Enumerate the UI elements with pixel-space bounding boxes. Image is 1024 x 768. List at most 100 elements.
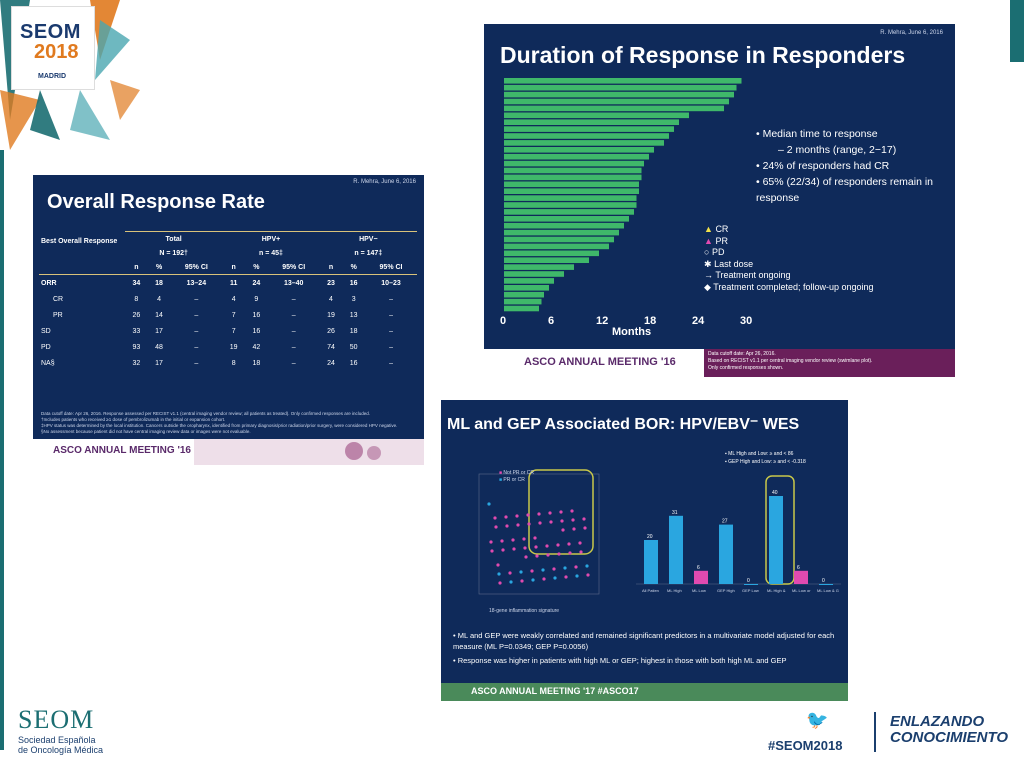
scatter-point bbox=[493, 516, 497, 520]
table-cell: CR bbox=[53, 295, 64, 303]
scatter-point bbox=[541, 568, 545, 572]
scatter-point bbox=[526, 513, 530, 517]
legend-label: Treatment ongoing bbox=[715, 270, 791, 280]
scatter-point bbox=[586, 573, 590, 577]
cutoff-line: Based on RECIST v1.1 per central imaging… bbox=[708, 358, 873, 364]
meeting-label: ASCO ANNUAL MEETING '17 #ASCO17 bbox=[471, 686, 639, 696]
table-cell: – bbox=[194, 311, 199, 319]
table-cell: – bbox=[291, 295, 296, 303]
table-cell: 4 bbox=[157, 295, 161, 303]
left-accent-bar bbox=[0, 150, 4, 750]
legend-treatment-ongoing: → Treatment ongoing bbox=[704, 270, 791, 280]
response-bar bbox=[504, 181, 639, 188]
scatter-point bbox=[509, 580, 513, 584]
scatter-point bbox=[500, 539, 504, 543]
scatter-point bbox=[582, 517, 586, 521]
table-cell: 3 bbox=[351, 295, 356, 303]
scatter-point bbox=[570, 509, 574, 513]
scatter-point bbox=[497, 572, 501, 576]
legend-label: Not PR or CR bbox=[503, 470, 534, 476]
response-bar bbox=[504, 298, 542, 305]
response-bar bbox=[504, 195, 637, 201]
table-cell: 14 bbox=[155, 311, 163, 319]
table-cell: – bbox=[291, 327, 296, 335]
col-pct: % bbox=[155, 263, 163, 271]
bullet-subitem: – 2 months (range, 2−17) bbox=[778, 144, 897, 156]
scatter-point bbox=[498, 581, 502, 585]
table-cell: 17 bbox=[155, 359, 163, 367]
logo-city: MADRID bbox=[38, 73, 66, 80]
table-cell: 9 bbox=[254, 295, 259, 303]
response-bar bbox=[769, 496, 783, 584]
meeting-label: ASCO ANNUAL MEETING '16 bbox=[524, 356, 676, 368]
footer-cutoff-box: Data cutoff date: Apr 26, 2016. Based on… bbox=[704, 349, 955, 377]
scatter-point bbox=[531, 578, 535, 582]
table-cell: – bbox=[194, 359, 199, 367]
legend-treatment-completed: ◆ Treatment completed; follow-up ongoing bbox=[704, 281, 874, 292]
col-n: n bbox=[231, 263, 236, 271]
scatter-point bbox=[522, 537, 526, 541]
response-bar bbox=[504, 147, 654, 153]
bar-category-label: ML High bbox=[667, 588, 682, 593]
scatter-point bbox=[504, 515, 508, 519]
table-cell: 18 bbox=[349, 327, 358, 335]
slide-footnotes: Data cutoff date: Apr 26, 2016. Response… bbox=[41, 411, 416, 435]
table-cell: 16 bbox=[349, 359, 358, 367]
response-bar bbox=[504, 202, 637, 208]
bullet-list: • ML and GEP were weakly correlated and … bbox=[453, 630, 841, 666]
table-cell: – bbox=[389, 311, 393, 319]
table-cell: 8 bbox=[231, 359, 236, 367]
scatter-point bbox=[534, 545, 538, 549]
table-cell: 50 bbox=[349, 343, 358, 351]
col-header-total: Total bbox=[125, 231, 223, 246]
col-header-hpv-pos-n: n = 45‡ bbox=[259, 249, 283, 257]
tagline-line1: ENLAZANDO bbox=[890, 713, 985, 730]
scatter-point bbox=[563, 566, 567, 570]
response-bar bbox=[504, 216, 629, 222]
table-cell: – bbox=[291, 359, 296, 367]
bar-value-label: 20 bbox=[647, 534, 653, 540]
table-row: PD 93 48 – 19 42 – 74 50 – bbox=[39, 339, 417, 355]
table-cell: – bbox=[291, 343, 296, 351]
table-cell: 11 bbox=[222, 274, 246, 291]
scatter-point bbox=[487, 502, 491, 506]
bar-category-label: ML Low bbox=[692, 588, 706, 593]
table-cell: 74 bbox=[327, 343, 335, 351]
slide-title: ML and GEP Associated BOR: HPV/EBV⁻ WES bbox=[447, 416, 800, 433]
table-cell: – bbox=[389, 295, 393, 303]
slide-author: R. Mehra, June 6, 2016 bbox=[353, 179, 416, 185]
response-bar bbox=[504, 119, 679, 125]
scatter-point bbox=[494, 525, 498, 529]
scatter-point bbox=[520, 579, 524, 583]
response-bar bbox=[504, 133, 669, 139]
table-cell: PR bbox=[53, 311, 63, 319]
scatter-point bbox=[568, 551, 572, 555]
bar-category-label: GEP Low bbox=[742, 588, 759, 593]
scatter-point bbox=[574, 565, 578, 569]
response-bar bbox=[504, 278, 554, 284]
table-cell: 4 bbox=[329, 295, 333, 303]
x-tick-label: 24 bbox=[692, 315, 705, 327]
scatter-point bbox=[557, 552, 561, 556]
slide-title: Overall Response Rate bbox=[47, 191, 265, 213]
scatter-point bbox=[545, 544, 549, 548]
legend-label: CR bbox=[715, 224, 729, 234]
table-cell: – bbox=[389, 343, 393, 351]
swimlane-chart: 0 6 12 18 24 30 bbox=[500, 78, 752, 327]
scatter-point bbox=[542, 577, 546, 581]
response-bar bbox=[819, 584, 833, 585]
society-name-line2: de Oncología Médica bbox=[18, 745, 104, 755]
scatter-x-label: 18-gene inflammation signature bbox=[489, 608, 559, 614]
scatter-point bbox=[537, 512, 541, 516]
bar-category-label: ML Low & G bbox=[817, 588, 839, 593]
table-cell: 48 bbox=[155, 343, 163, 351]
scatter-point bbox=[578, 541, 582, 545]
response-bar bbox=[644, 540, 658, 584]
legend-label: PD bbox=[711, 247, 725, 257]
society-name-line1: Sociedad Española bbox=[18, 735, 96, 745]
table-cell: 19 bbox=[229, 343, 238, 351]
table-cell: 42 bbox=[252, 343, 261, 351]
scatter-point bbox=[538, 521, 542, 525]
response-bar bbox=[694, 570, 708, 584]
bullet-item: • Median time to response bbox=[756, 128, 878, 140]
